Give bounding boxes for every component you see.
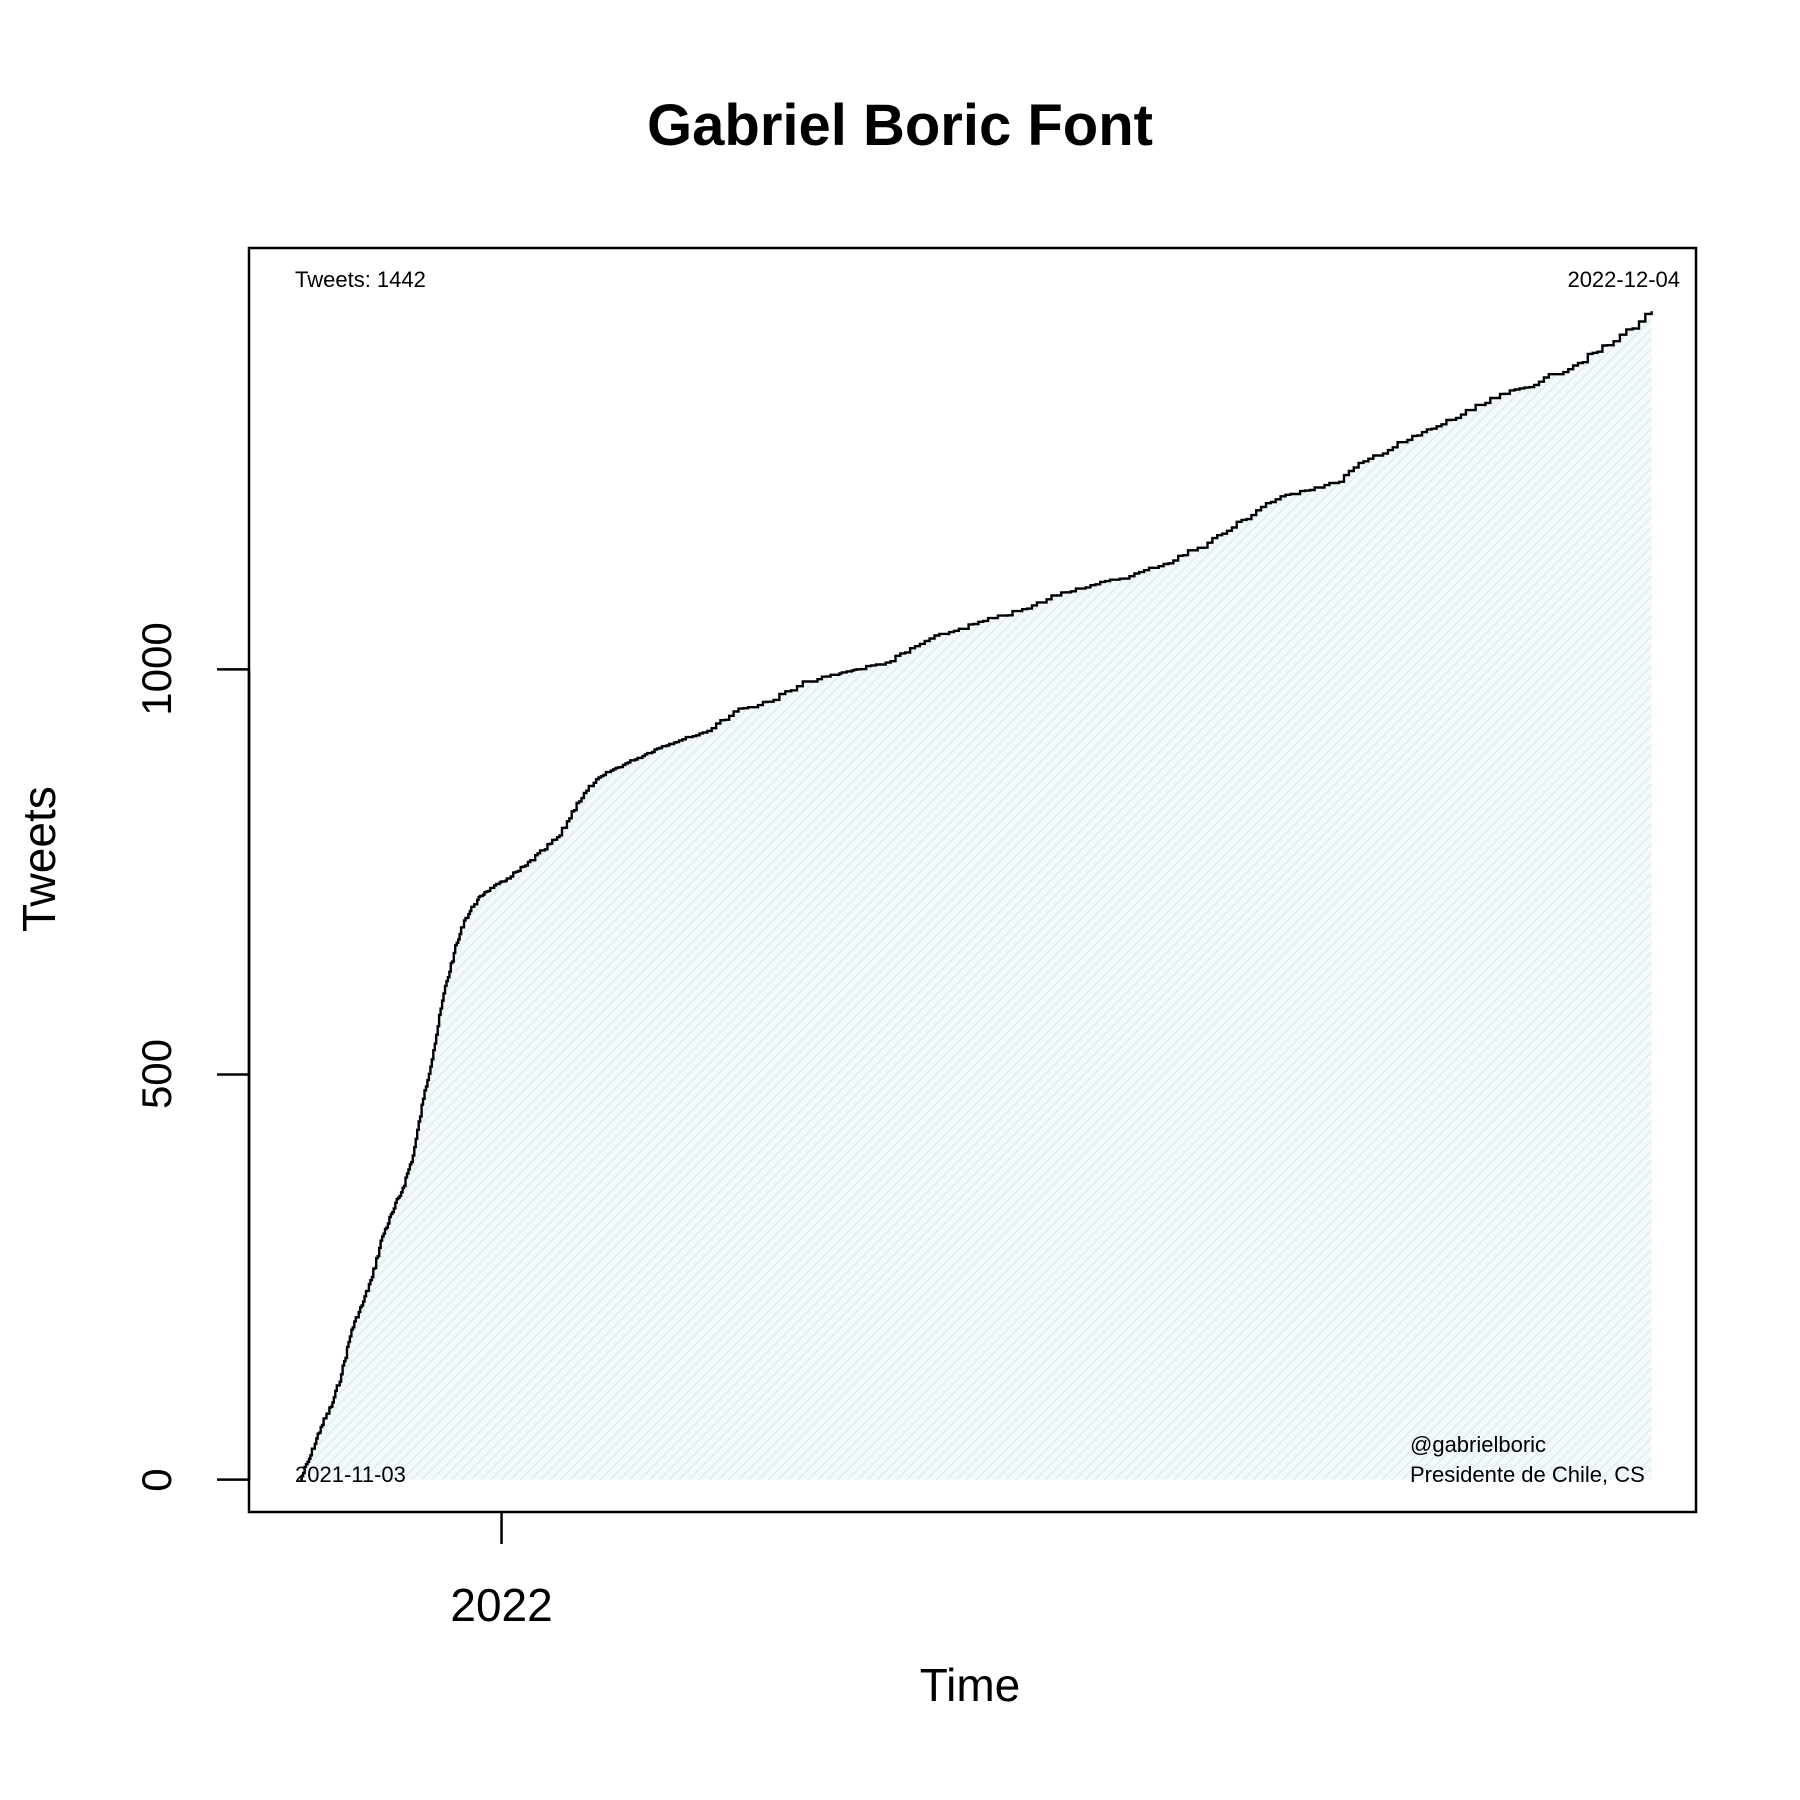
y-axis-label: Tweets	[13, 786, 65, 932]
y-tick-label: 500	[133, 1039, 180, 1110]
end-date-note: 2022-12-04	[1567, 267, 1680, 292]
series-area-fill	[300, 311, 1652, 1480]
x-tick-label: 2022	[450, 1579, 553, 1631]
handle-note: @gabrielboric	[1410, 1432, 1547, 1457]
y-tick-label: 1000	[133, 622, 180, 717]
tweets-count-note: Tweets: 1442	[295, 267, 426, 292]
y-tick-label: 0	[133, 1467, 180, 1492]
series-line	[300, 311, 1653, 1481]
start-date-note: 2021-11-03	[295, 1462, 406, 1487]
x-axis-label: Time	[919, 1659, 1021, 1711]
subtitle-note: Presidente de Chile, CS	[1410, 1462, 1645, 1487]
chart-title: Gabriel Boric Font	[647, 93, 1153, 158]
